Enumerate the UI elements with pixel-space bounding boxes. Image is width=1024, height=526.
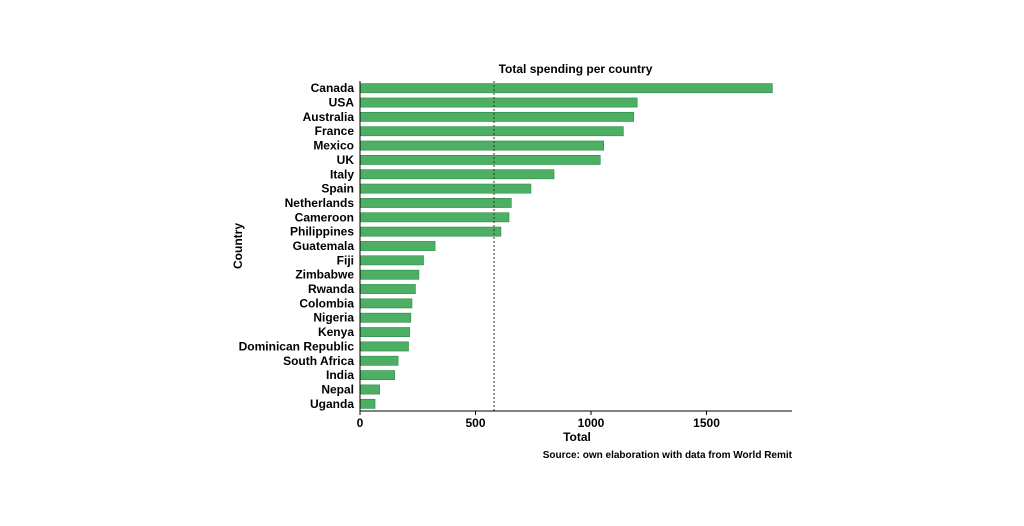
x-axis-title: Total — [563, 430, 591, 444]
bar — [359, 341, 409, 352]
y-tick-label: Kenya — [318, 325, 354, 339]
bar — [359, 284, 416, 294]
x-tick-label: 1500 — [693, 416, 720, 430]
y-tick-label: France — [315, 124, 355, 138]
y-tick-label: Italy — [330, 167, 354, 181]
bar — [359, 111, 635, 122]
y-tick-label: Mexico — [313, 139, 354, 153]
bar — [359, 212, 510, 223]
source-caption: Source: own elaboration with data from W… — [543, 450, 793, 461]
y-tick-label: Cameroon — [295, 210, 354, 224]
bar — [359, 169, 555, 180]
y-tick-label: Fiji — [337, 253, 354, 267]
bar — [359, 126, 624, 137]
bar — [359, 155, 601, 165]
y-tick-label: Canada — [311, 81, 355, 95]
bar — [359, 241, 436, 251]
y-tick-label: Spain — [321, 182, 354, 196]
y-tick-label: Guatemala — [293, 239, 355, 253]
bar — [359, 183, 532, 194]
y-tick-label: India — [326, 368, 354, 382]
y-tick-label: Rwanda — [308, 282, 354, 296]
bar — [359, 384, 380, 395]
y-tick-label: Dominican Republic — [239, 339, 355, 353]
y-axis-title: Country — [231, 223, 245, 269]
x-tick-label: 500 — [465, 416, 485, 430]
bar — [359, 255, 424, 266]
bar — [359, 327, 410, 337]
bar — [359, 198, 512, 208]
x-tick-label: 0 — [357, 416, 364, 430]
bar — [359, 226, 502, 237]
y-tick-label: Netherlands — [285, 196, 355, 210]
bar — [359, 355, 399, 366]
y-tick-label: USA — [329, 96, 355, 110]
plot-area: CanadaUSAAustraliaFranceMexicoUKItalySpa… — [239, 81, 792, 430]
bar — [359, 398, 376, 409]
bar — [359, 312, 412, 323]
bar — [359, 140, 605, 151]
bar — [359, 269, 420, 280]
y-tick-label: Australia — [303, 110, 355, 124]
y-tick-label: Zimbabwe — [295, 268, 354, 282]
y-tick-label: Nigeria — [313, 311, 354, 325]
chart-title: Total spending per country — [499, 62, 653, 76]
bar — [359, 370, 395, 381]
y-tick-label: Philippines — [290, 225, 354, 239]
y-tick-label: UK — [337, 153, 355, 167]
x-tick-label: 1000 — [578, 416, 605, 430]
y-tick-label: Uganda — [310, 397, 354, 411]
bar — [359, 97, 638, 108]
y-tick-label: Colombia — [299, 296, 354, 310]
bar — [359, 83, 773, 94]
bar — [359, 298, 413, 309]
y-tick-label: Nepal — [321, 382, 354, 396]
y-tick-label: South Africa — [283, 354, 354, 368]
